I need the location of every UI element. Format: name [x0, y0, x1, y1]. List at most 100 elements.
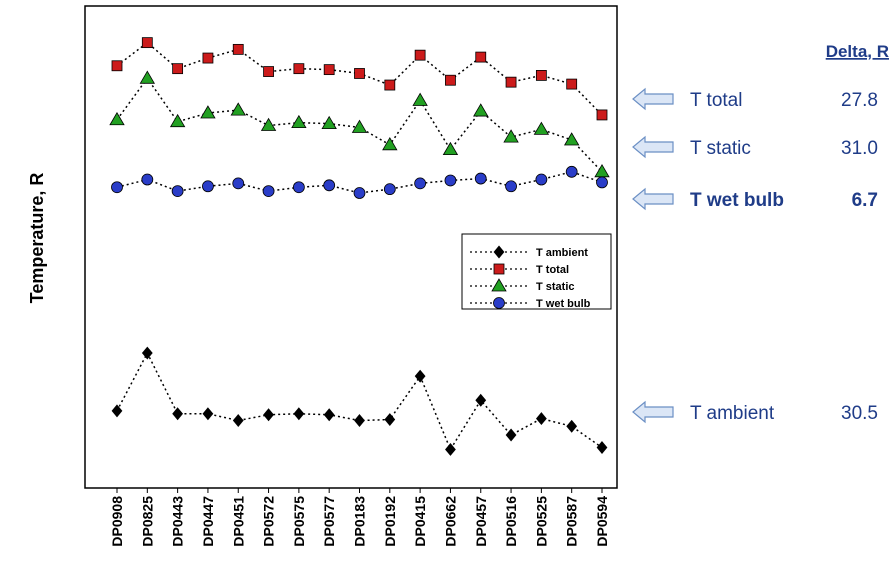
data-point-t-ambient: [141, 346, 153, 360]
legend-marker-t-static: [491, 278, 507, 292]
data-point-t-total: [323, 64, 335, 76]
data-point-t-static: [169, 113, 186, 128]
arrow-left-icon: [632, 87, 674, 111]
x-tick-label: DP0577: [321, 496, 337, 547]
data-point-t-ambient: [354, 414, 365, 427]
data-point-t-total: [414, 49, 426, 61]
annotation-label: T ambient: [690, 403, 775, 424]
annotation-layer: T total 27.8 T static 31.0 T wet bulb 6.7 T am…: [632, 87, 878, 424]
data-point-t-static: [442, 141, 459, 156]
x-tick-label: DP0908: [109, 496, 125, 547]
data-point-t-wet-bulb: [535, 173, 548, 186]
x-tick-label: DP0594: [594, 496, 610, 547]
data-point-t-static: [533, 121, 550, 135]
arrow-left-icon: [632, 187, 674, 211]
data-point-t-total: [354, 68, 365, 79]
data-point-t-total: [505, 76, 517, 88]
data-point-t-ambient: [172, 407, 184, 421]
x-tick-label: DP0516: [503, 496, 519, 547]
data-point-t-total: [202, 52, 214, 64]
data-point-t-total: [293, 63, 305, 75]
annotation-delta-value: 27.8: [841, 90, 878, 111]
annotation-t-ambient: T ambient 30.5: [632, 400, 878, 424]
data-point-t-wet-bulb: [444, 174, 457, 187]
legend-marker-t-ambient: [493, 245, 505, 259]
x-tick-label: DP0447: [200, 496, 216, 547]
data-point-t-ambient: [111, 404, 123, 418]
delta-header: Delta, R: [826, 42, 889, 61]
data-point-t-ambient: [505, 428, 517, 442]
data-point-t-total: [172, 63, 184, 75]
legend: T ambient T total T static T wet bulb: [461, 233, 612, 310]
data-point-t-static: [473, 103, 489, 117]
x-tick-label: DP0183: [352, 496, 368, 547]
data-point-t-wet-bulb: [565, 165, 578, 178]
data-point-t-wet-bulb: [505, 180, 517, 193]
data-point-t-ambient: [202, 407, 214, 421]
data-point-t-static: [321, 115, 337, 130]
data-point-t-static: [563, 132, 580, 146]
annotation-delta-value: 30.5: [841, 403, 878, 424]
data-point-t-wet-bulb: [202, 180, 214, 193]
legend-label-t-static: T static: [536, 281, 575, 293]
legend-label-t-ambient: T ambient: [536, 247, 588, 259]
data-point-t-wet-bulb: [141, 173, 154, 186]
data-point-t-static: [260, 117, 277, 131]
data-point-t-ambient: [414, 369, 426, 383]
data-point-t-static: [351, 119, 368, 133]
arrow-left-icon: [632, 135, 674, 159]
annotation-t-static: T static 31.0: [632, 135, 878, 159]
data-point-t-wet-bulb: [323, 179, 336, 192]
data-point-t-ambient: [232, 414, 244, 427]
series-t-wet-bulb: [111, 165, 608, 199]
data-point-t-total: [384, 79, 396, 91]
data-point-t-static: [412, 92, 428, 106]
annotation-t-wet-bulb: T wet bulb 6.7: [632, 187, 878, 211]
data-point-t-total: [232, 43, 244, 55]
data-point-t-wet-bulb: [292, 181, 305, 194]
data-point-t-static: [139, 70, 156, 84]
x-tick-label: DP0451: [230, 496, 246, 547]
data-point-t-ambient: [566, 419, 578, 433]
data-point-t-static: [382, 137, 398, 151]
data-point-t-ambient: [293, 407, 305, 421]
x-tick-label: DP0457: [473, 496, 489, 547]
data-point-t-static: [109, 111, 125, 126]
legend-label-t-total: T total: [536, 264, 569, 276]
data-point-t-total: [263, 66, 274, 77]
data-point-t-wet-bulb: [414, 177, 427, 190]
data-point-t-total: [535, 70, 547, 81]
data-point-t-ambient: [535, 412, 547, 426]
data-point-t-total: [596, 109, 608, 121]
data-point-t-static: [291, 114, 307, 129]
data-point-t-static: [230, 102, 246, 116]
data-point-t-ambient: [445, 442, 456, 456]
data-point-t-ambient: [596, 441, 608, 454]
data-point-t-static: [503, 129, 519, 143]
data-point-t-wet-bulb: [383, 183, 396, 196]
legend-marker-t-wet-bulb: [493, 297, 505, 309]
data-point-t-wet-bulb: [262, 185, 275, 197]
data-point-t-total: [141, 37, 153, 49]
series-layer: [109, 37, 610, 456]
data-point-t-total: [475, 51, 487, 63]
data-point-t-wet-bulb: [111, 181, 123, 194]
annotation-delta-value: 31.0: [841, 138, 878, 159]
data-point-t-ambient: [384, 413, 396, 427]
arrow-left-icon: [632, 400, 674, 424]
x-tick-label: DP0825: [139, 496, 155, 547]
series-t-static: [109, 70, 610, 178]
x-tick-label: DP0575: [291, 496, 307, 547]
x-tick-labels: DP0908 DP0825 DP0443 DP0447 DP0451 DP0572 DP05…: [109, 488, 610, 547]
x-tick-label: DP0525: [533, 496, 549, 547]
x-tick-label: DP0443: [170, 496, 186, 547]
data-point-t-wet-bulb: [232, 177, 245, 190]
x-tick-label: DP0192: [382, 496, 398, 547]
data-point-t-wet-bulb: [353, 187, 366, 199]
data-point-t-wet-bulb: [474, 172, 487, 185]
data-point-t-wet-bulb: [596, 176, 608, 189]
data-point-t-ambient: [323, 408, 335, 422]
x-tick-label: DP0572: [261, 496, 277, 547]
series-t-total: [111, 37, 608, 121]
